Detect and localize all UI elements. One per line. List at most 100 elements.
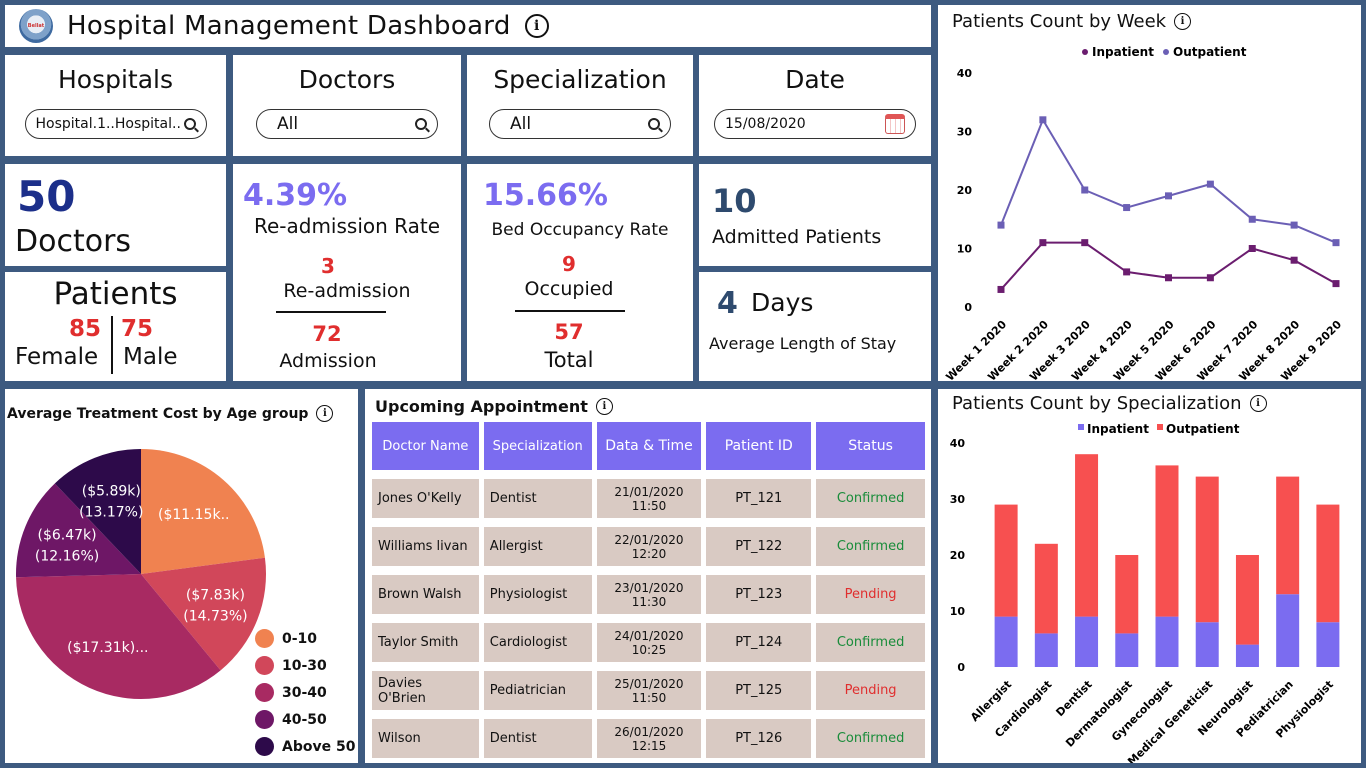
search-icon bbox=[415, 118, 427, 130]
legend-item-above-50[interactable]: Above 50 bbox=[255, 737, 355, 756]
data-point-inpatient[interactable] bbox=[1123, 268, 1131, 276]
male-label: Male bbox=[123, 344, 178, 370]
bar-inpatient[interactable] bbox=[1195, 622, 1219, 667]
data-point-inpatient[interactable] bbox=[1039, 239, 1047, 247]
table-row[interactable]: Brown Walsh Physiologist 23/01/2020 11:30 P… bbox=[372, 575, 925, 614]
legend-item-0-10[interactable]: 0-10 bbox=[255, 629, 355, 648]
admitted-count: 10 bbox=[712, 182, 757, 220]
pie-slice-above-50[interactable] bbox=[54, 449, 141, 574]
hospitals-filter-input[interactable]: Hospital.1..Hospital..2... bbox=[24, 109, 207, 139]
bar-outpatient[interactable] bbox=[1034, 543, 1058, 634]
table-cell: Brown Walsh bbox=[372, 575, 479, 614]
y-tick-label: 0 bbox=[957, 661, 965, 674]
y-tick-label: 40 bbox=[950, 437, 966, 450]
table-cell: 21/01/2020 11:50 bbox=[596, 479, 702, 518]
legend-marker bbox=[255, 656, 274, 675]
pie-percent-label: (12.16%) bbox=[35, 548, 99, 564]
info-icon[interactable]: i bbox=[1249, 395, 1267, 412]
bar-inpatient[interactable] bbox=[1276, 594, 1300, 667]
column-header[interactable]: Doctor Name bbox=[372, 422, 479, 470]
data-point-outpatient[interactable] bbox=[1206, 180, 1214, 188]
bar-outpatient[interactable] bbox=[1235, 555, 1259, 645]
column-header[interactable]: Specialization bbox=[483, 422, 592, 470]
bar-inpatient[interactable] bbox=[1115, 633, 1139, 667]
readmission-count: 3 bbox=[321, 254, 335, 278]
readmission-rate-label: Re-admission Rate bbox=[253, 214, 441, 238]
data-point-inpatient[interactable] bbox=[1248, 245, 1256, 252]
chart-title: Patients Count by Specialization bbox=[952, 393, 1242, 414]
bar-outpatient[interactable] bbox=[1155, 465, 1179, 617]
data-point-outpatient[interactable] bbox=[1165, 192, 1172, 200]
table-row[interactable]: Taylor Smith Cardiologist 24/01/2020 10:25… bbox=[372, 623, 925, 662]
column-header[interactable]: Data & Time bbox=[596, 422, 702, 470]
bar-inpatient[interactable] bbox=[1316, 622, 1340, 667]
pie-slice-10-30[interactable] bbox=[141, 557, 266, 671]
table-cell: Allergist bbox=[483, 527, 592, 566]
pie-slice-30-40[interactable] bbox=[16, 574, 221, 699]
length-of-stay-kpi-card: 4 Days Average Length of Stay bbox=[699, 272, 931, 381]
data-point-inpatient[interactable] bbox=[1081, 239, 1089, 247]
data-point-inpatient[interactable] bbox=[1165, 274, 1172, 282]
table-row[interactable]: Williams livan Allergist 22/01/2020 12:20 P… bbox=[372, 527, 925, 566]
info-icon[interactable]: i bbox=[1174, 13, 1192, 30]
pie-value-label: ($7.83k) bbox=[186, 587, 245, 603]
date-picker[interactable]: 15/08/2020 bbox=[714, 109, 916, 139]
bar-outpatient[interactable] bbox=[994, 504, 1018, 617]
data-point-inpatient[interactable] bbox=[997, 285, 1005, 293]
data-point-outpatient[interactable] bbox=[1123, 204, 1131, 212]
table-cell: 25/01/2020 11:50 bbox=[596, 671, 702, 710]
bar-inpatient[interactable] bbox=[1235, 644, 1259, 667]
data-point-inpatient[interactable] bbox=[1290, 256, 1298, 264]
table-cell: 23/01/2020 11:30 bbox=[596, 575, 702, 614]
legend-item-10-30[interactable]: 10-30 bbox=[255, 656, 355, 675]
bar-inpatient[interactable] bbox=[1075, 616, 1099, 667]
table-row[interactable]: Davies O'Brien Pediatrician 25/01/2020 11:… bbox=[372, 671, 925, 710]
doctors-filter-input[interactable]: All bbox=[256, 109, 438, 139]
occupied-count: 9 bbox=[562, 252, 576, 276]
bed-occupancy-label: Bed Occupancy Rate bbox=[491, 220, 669, 240]
table-cell: Jones O'Kelly bbox=[372, 479, 479, 518]
legend-marker bbox=[255, 629, 274, 648]
table-cell: Dentist bbox=[483, 719, 592, 758]
legend-marker bbox=[255, 683, 274, 702]
bar-inpatient[interactable] bbox=[1155, 616, 1179, 667]
specialization-filter-input[interactable]: All bbox=[489, 109, 671, 139]
data-point-inpatient[interactable] bbox=[1206, 274, 1214, 282]
table-cell: Confirmed bbox=[816, 479, 925, 518]
bar-outpatient[interactable] bbox=[1316, 504, 1340, 623]
table-cell: PT_123 bbox=[706, 575, 812, 614]
data-point-outpatient[interactable] bbox=[1248, 215, 1256, 223]
data-point-inpatient[interactable] bbox=[1332, 280, 1340, 288]
bar-outpatient[interactable] bbox=[1276, 476, 1300, 595]
pie-percent-label: (13.17%) bbox=[79, 505, 143, 521]
bar-outpatient[interactable] bbox=[1075, 454, 1099, 617]
pie-slice-0-10[interactable] bbox=[141, 449, 265, 574]
legend-item-40-50[interactable]: 40-50 bbox=[255, 710, 355, 729]
pie-slice-40-50[interactable] bbox=[16, 483, 141, 578]
readmission-kpi-card: 4.39% Re-admission Rate 3 Re-admission 7… bbox=[233, 164, 461, 381]
legend-item-30-40[interactable]: 30-40 bbox=[255, 683, 355, 702]
data-point-outpatient[interactable] bbox=[1081, 186, 1089, 194]
table-row[interactable]: Jones O'Kelly Dentist 21/01/2020 11:50 PT_1… bbox=[372, 479, 925, 518]
patients-kpi-card: Patients 85 Female 75 Male bbox=[5, 272, 226, 381]
calendar-icon[interactable] bbox=[885, 114, 905, 134]
y-tick-label: 30 bbox=[957, 126, 973, 139]
bar-outpatient[interactable] bbox=[1195, 476, 1219, 623]
table-row[interactable]: Wilson Dentist 26/01/2020 12:15 PT_126 Confi… bbox=[372, 719, 925, 758]
data-point-outpatient[interactable] bbox=[1332, 239, 1340, 247]
data-point-outpatient[interactable] bbox=[997, 221, 1005, 229]
data-point-outpatient[interactable] bbox=[1039, 116, 1047, 124]
pie-value-label: ($6.47k) bbox=[38, 527, 97, 543]
column-header[interactable]: Patient ID bbox=[706, 422, 812, 470]
legend-label: 40-50 bbox=[282, 711, 327, 728]
column-header[interactable]: Status bbox=[816, 422, 925, 470]
info-icon[interactable]: i bbox=[524, 14, 549, 38]
bar-inpatient[interactable] bbox=[1034, 633, 1058, 667]
bar-outpatient[interactable] bbox=[1115, 555, 1139, 634]
info-icon[interactable]: i bbox=[316, 405, 334, 422]
bar-inpatient[interactable] bbox=[994, 616, 1018, 667]
search-icon bbox=[648, 118, 660, 130]
info-icon[interactable]: i bbox=[595, 398, 613, 415]
data-point-outpatient[interactable] bbox=[1290, 221, 1298, 229]
occupied-label: Occupied bbox=[524, 278, 614, 300]
